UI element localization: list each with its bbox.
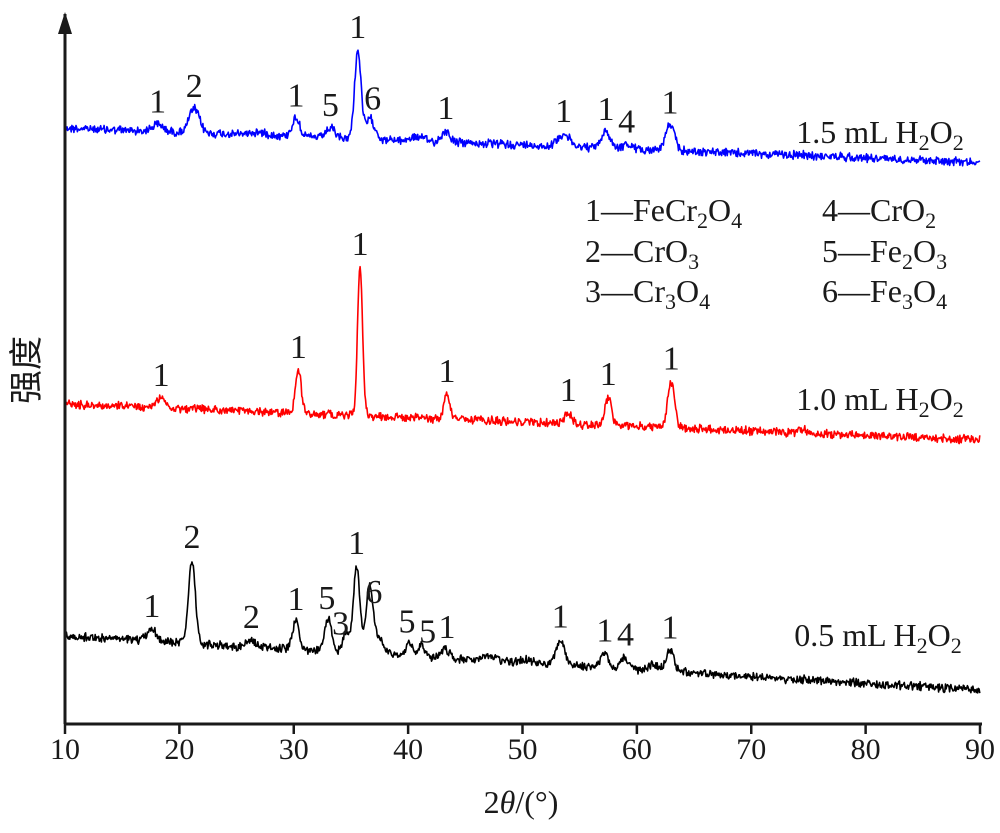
peak-label: 1 xyxy=(600,356,617,393)
x-tick-label: 80 xyxy=(851,733,881,766)
peak-label: 2 xyxy=(183,519,200,556)
peak-label: 1 xyxy=(348,525,365,562)
series-label: 0.5 mL H2O2 xyxy=(794,617,961,658)
x-tick-label: 40 xyxy=(393,733,423,766)
peak-label: 1 xyxy=(352,226,369,263)
peak-label: 1 xyxy=(437,90,454,127)
legend-entry: 4—CrO2 xyxy=(822,192,936,233)
peak-label: 1 xyxy=(349,9,366,46)
series-line xyxy=(64,561,981,694)
legend-entry: 1—FeCr2O4 xyxy=(585,192,742,233)
x-tick-label: 50 xyxy=(508,733,538,766)
peak-label: 3 xyxy=(332,606,349,643)
peak-label: 1 xyxy=(143,588,160,625)
peak-label: 1 xyxy=(149,83,166,120)
peak-label: 1 xyxy=(596,613,613,650)
x-tick-label: 70 xyxy=(736,733,766,766)
peak-label: 5 xyxy=(398,604,415,641)
x-tick-label: 20 xyxy=(164,733,194,766)
peak-label: 4 xyxy=(617,617,634,654)
legend-entry: 3—Cr3O4 xyxy=(585,273,710,314)
x-ticks: 10 20 30 40 50 60 70 80 90 xyxy=(50,724,995,766)
series-label: 1.0 mL H2O2 xyxy=(796,381,963,422)
y-axis-title: 强度 xyxy=(7,336,47,404)
x-tick-label: 10 xyxy=(50,733,80,766)
legend-entry: 2—CrO3 xyxy=(585,233,699,274)
peak-label: 1 xyxy=(555,93,572,130)
peak-label: 1 xyxy=(288,77,305,114)
peak-label: 1 xyxy=(560,372,577,409)
peak-label: 6 xyxy=(364,81,381,118)
peak-label: 5 xyxy=(322,87,339,124)
series-line xyxy=(64,49,981,167)
peak-label: 1 xyxy=(153,357,170,394)
peak-label: 1 xyxy=(290,329,307,366)
x-tick-label: 60 xyxy=(622,733,652,766)
peak-label: 6 xyxy=(365,574,382,611)
peak-label: 1 xyxy=(439,609,456,646)
x-axis-title: 2θ/(°) xyxy=(484,784,559,820)
peak-label: 2 xyxy=(243,599,260,636)
peak-label: 1 xyxy=(662,610,679,647)
peak-label: 1 xyxy=(288,581,305,618)
series-line xyxy=(64,265,981,445)
peak-label: 1 xyxy=(662,84,679,121)
peak-label: 1 xyxy=(663,341,680,378)
peak-label: 5 xyxy=(419,613,436,650)
legend-entry: 6—Fe3O4 xyxy=(822,273,947,314)
peak-label: 4 xyxy=(618,104,635,141)
peak-label: 5 xyxy=(318,580,335,617)
legend-entry: 5—Fe2O3 xyxy=(822,233,947,274)
x-tick-label: 90 xyxy=(965,733,995,766)
legend: 1—FeCr2O4 4—CrO2 2—CrO3 5—Fe2O3 3—Cr3O4 6—Fe3… xyxy=(585,192,947,314)
series-layer xyxy=(64,49,981,694)
peak-label: 1 xyxy=(552,599,569,636)
series-label: 1.5 mL H2O2 xyxy=(796,114,963,155)
peak-label: 2 xyxy=(186,68,203,105)
peak-label: 1 xyxy=(439,353,456,390)
series-label-layer: 1.5 mL H2O2 1.0 mL H2O2 0.5 mL H2O2 xyxy=(794,114,963,658)
x-tick-label: 30 xyxy=(279,733,309,766)
peak-label: 1 xyxy=(597,91,614,128)
